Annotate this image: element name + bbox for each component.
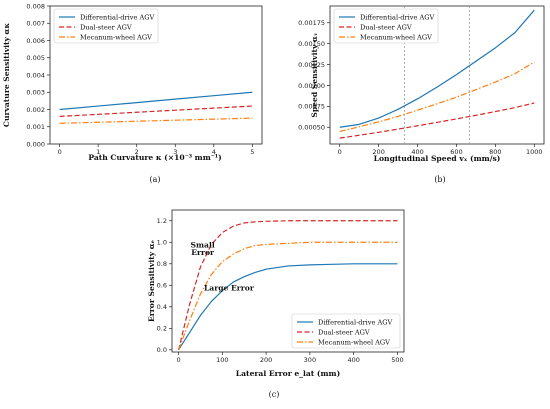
y-tick-label: 0.00075 (298, 103, 325, 111)
y-tick-label: 0.00175 (298, 19, 325, 27)
y-tick-label: 0.00125 (298, 61, 325, 69)
y-axis-label: Curvature Sensitivity ακ (2, 23, 11, 127)
y-axis-label: Speed Sensitivity αᵥ (310, 32, 319, 118)
y-tick-label: 0.00050 (298, 124, 325, 132)
chart-panel-b: 0 200 400 600 800 1000 0.00050 0.00075 0.00100 0.… (298, 5, 545, 184)
series-line-3 (339, 61, 535, 133)
legend-entry-1: Differential-drive AGV (318, 318, 393, 326)
x-tick-label: 200 (260, 356, 272, 364)
y-tick-label: 1.0 (157, 239, 167, 247)
legend-entry-3: Mecanum-wheel AGV (360, 33, 432, 41)
x-tick-label: 800 (489, 148, 501, 156)
x-tick-label: 5 (250, 148, 254, 156)
series-line-2 (177, 220, 398, 350)
legend-entry-2: Dual-steer AGV (80, 23, 132, 31)
y-tick-label: 0.002 (26, 106, 45, 114)
annotation-text: Small (191, 241, 215, 250)
y-tick-label: 0.005 (26, 54, 45, 62)
x-tick-label: 1000 (526, 148, 543, 156)
legend-box (291, 313, 401, 349)
y-tick-label: 0.00150 (298, 40, 325, 48)
y-tick-label: 0.004 (26, 71, 45, 79)
y-tick-label: 0.007 (26, 20, 45, 28)
legend-entry-3: Mecanum-wheel AGV (318, 338, 390, 346)
y-tick-label: 0.8 (157, 260, 167, 268)
panel-label: (a) (149, 175, 160, 184)
x-tick-label: 100 (216, 356, 228, 364)
x-tick-label: 200 (372, 148, 384, 156)
x-tick-label: 300 (304, 356, 316, 364)
y-tick-label: 0.2 (157, 325, 167, 333)
legend: Differential-drive AGV Dual-steer AGV Meca… (53, 8, 159, 44)
series-line-3 (178, 241, 398, 351)
x-tick-label: 0 (58, 148, 62, 156)
legend-entry-1: Differential-drive AGV (360, 13, 435, 21)
x-tick-label: 600 (450, 148, 462, 156)
y-tick-label: 0.6 (157, 282, 167, 290)
legend-box (53, 8, 159, 44)
plot-frame (329, 5, 545, 145)
chart-panel-c: 0 100 200 300 400 500 0.0 0.2 0.4 0.6 0.8 1.0 1.2 Lat… (147, 209, 405, 399)
x-axis-label: Lateral Error e_lat (mm) (236, 369, 340, 378)
legend-box (333, 8, 439, 44)
x-axis-label: Longitudinal Speed vₓ (mm/s) (374, 154, 501, 163)
annotation-text: Large Error (204, 284, 255, 293)
x-tick-label: 2 (135, 148, 139, 156)
y-tick-label: 0.008 (26, 2, 45, 10)
x-tick-label: 400 (347, 356, 359, 364)
legend-entry-2: Dual-steer AGV (318, 328, 370, 336)
x-tick-label: 500 (391, 356, 403, 364)
series-line-1 (178, 263, 398, 351)
x-tick-label: 400 (411, 148, 423, 156)
y-tick-label: 0.0 (157, 346, 167, 354)
x-axis-label: Path Curvature κ (×10⁻³ mm⁻¹) (88, 153, 221, 162)
series-line-3 (59, 117, 253, 124)
y-tick-label: 0.4 (157, 303, 167, 311)
annotation-text: Error (191, 248, 215, 257)
y-tick-label: 0.00100 (298, 82, 325, 90)
y-tick-label: 0.006 (26, 37, 45, 45)
x-tick-label: 1 (96, 148, 100, 156)
y-tick-label: 0.000 (26, 140, 45, 148)
y-tick-label: 0.003 (26, 89, 45, 97)
x-tick-label: 0 (338, 148, 342, 156)
y-tick-label: 1.2 (157, 217, 167, 225)
series-line-1 (339, 9, 535, 128)
panel-label: (b) (434, 175, 445, 184)
x-tick-label: 4 (212, 148, 216, 156)
series-line-1 (59, 91, 253, 111)
y-axis-label: Error Sensitivity αₑ (147, 240, 156, 322)
legend-entry-2: Dual-steer AGV (360, 23, 412, 31)
x-tick-label: 0 (176, 356, 180, 364)
x-tick-label: 3 (173, 148, 177, 156)
legend: Differential-drive AGV Dual-steer AGV Meca… (333, 8, 439, 44)
y-tick-label: 0.001 (26, 123, 45, 131)
panel-label: (c) (269, 390, 280, 399)
legend: Differential-drive AGV Dual-steer AGV Meca… (291, 313, 401, 349)
legend-entry-3: Mecanum-wheel AGV (80, 33, 152, 41)
legend-entry-1: Differential-drive AGV (80, 13, 155, 21)
chart-panel-a: 0 1 2 3 4 5 0.000 0.001 0.002 0.003 0.004 0.005 0.00… (2, 2, 263, 184)
series-line-2 (59, 105, 253, 117)
plot-frame (171, 209, 405, 353)
series-line-2 (339, 102, 535, 139)
